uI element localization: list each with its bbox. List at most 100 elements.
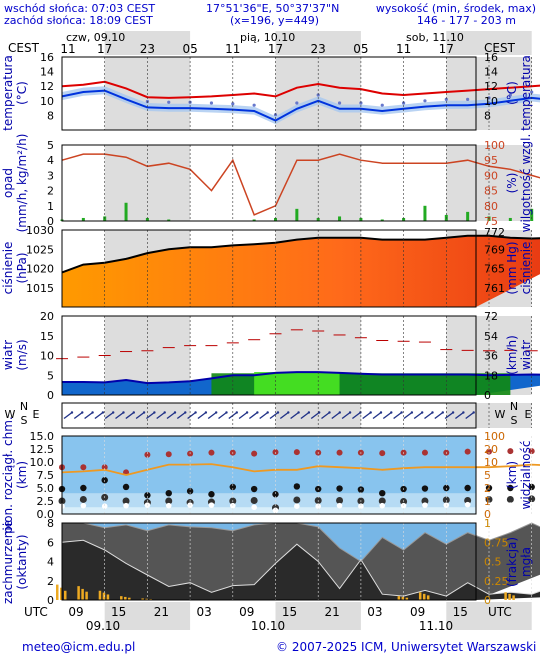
wind-arrow-head (410, 411, 414, 414)
fog-bar (102, 592, 106, 600)
fog-tick: 0 (484, 594, 491, 607)
top-hour-label: 05 (353, 42, 368, 56)
wind-arrow-head (81, 411, 84, 414)
panel-frame (61, 144, 477, 222)
wind-arrow-head (91, 411, 94, 414)
wind-direction-arrow (331, 411, 341, 420)
cloud-base-dot (442, 496, 450, 504)
top-hour-label: 05 (182, 42, 197, 56)
precip-unit-left: (mm/h, kg/m²/h) (15, 134, 29, 233)
bottom-hour-label: 21 (325, 605, 340, 619)
temperature-dot (295, 101, 299, 105)
cloud-tick: 8 (47, 517, 54, 530)
bottom-tz-right: UTC (488, 605, 512, 619)
total-cloud-line (62, 522, 540, 563)
humidity-label-right: wilgotność wzgl. (519, 134, 533, 233)
cloud-base-dot (165, 451, 172, 458)
temp-tick-left: 10 (40, 95, 54, 108)
pressure-area (62, 235, 540, 307)
pressure-label-left: ciśnienie (1, 242, 15, 295)
wind-arrow-head (390, 411, 393, 414)
precip-bar (81, 217, 85, 221)
wind-arrow-head (348, 411, 352, 414)
precip-label-left: opad (1, 168, 15, 198)
cloud-base-dot (528, 495, 536, 503)
fog-bar (85, 591, 88, 600)
wind-direction-arrow (382, 411, 392, 420)
top-hour-label: 17 (97, 42, 112, 56)
top-night-band (275, 31, 361, 55)
grid-point-text: (x=196, y=449) (230, 14, 320, 27)
top-hour-label: 23 (311, 42, 326, 56)
temp-tick-right: 14 (484, 66, 498, 79)
temperature-dot (209, 101, 214, 105)
precip-tick: 1 (47, 200, 54, 213)
cloud-base-dot (80, 502, 87, 509)
precip-tick: 2 (47, 185, 54, 198)
pressure-unit-left: (hPa) (15, 252, 29, 283)
vis-tick-right: 5 (484, 469, 491, 482)
coordinates-text: 17°51'36"E, 50°37'37"N (206, 2, 340, 15)
wind-direction-arrow (187, 411, 197, 420)
contact-email[interactable]: meteo@icm.edu.pl (22, 640, 136, 654)
vis-tick-right: 10 (484, 456, 498, 469)
cloud-label-left: zachmurzenie (1, 520, 15, 604)
precip-tick: 3 (47, 169, 54, 182)
cloud-base-dot (464, 496, 472, 504)
temperature-dot (423, 99, 427, 103)
bottom-hour-label: 03 (196, 605, 211, 619)
temp-tick-left: 8 (47, 109, 54, 122)
cloud-base-dot (272, 507, 279, 514)
pressure-unit-right: (mm Hg) (505, 241, 519, 294)
fog-bar (512, 595, 515, 600)
cloud-base-dot (378, 497, 386, 505)
temp-unit-right: (°C) (505, 81, 519, 105)
wind-arrow-head (431, 411, 434, 414)
precip-bar (338, 216, 342, 221)
wind-unit-right: (km/h) (505, 335, 519, 375)
wind-arrow-head (256, 411, 259, 414)
wind-direction-arrow (300, 411, 310, 420)
elevation-values: 146 - 177 - 203 m (416, 14, 516, 27)
vis-tick-right: 100 (484, 430, 505, 443)
wind-line (62, 371, 540, 385)
wind-direction-arrow (403, 411, 413, 420)
cloud-base-dot (229, 483, 236, 491)
cloud-base-dot (293, 483, 301, 490)
vis-tick-right: 2 (484, 482, 491, 495)
wind-arrow-head (245, 411, 249, 414)
cloud-base-dot (528, 448, 535, 455)
fog-bar (106, 594, 110, 600)
vis-unit-right: (km) (505, 461, 519, 489)
fog-bar (504, 592, 507, 600)
humidity-tick: 80 (484, 200, 498, 213)
cloud-base-dot (507, 484, 514, 492)
wind-arrow-head (328, 411, 331, 414)
wind-direction-arrow (73, 411, 83, 420)
temperature-dot (444, 97, 448, 101)
wind-direction-arrow (84, 411, 94, 420)
temp-tick-right: 12 (484, 80, 498, 93)
top-hour-label: 11 (396, 42, 411, 56)
cloud-base-dot (358, 503, 364, 510)
cloud-base-dot (336, 496, 344, 504)
fog-tick: 1 (484, 517, 491, 530)
temp-tick-left: 16 (40, 51, 54, 64)
wind-arrow-head (132, 411, 135, 414)
precip-bar (252, 219, 256, 221)
wind-direction-arrow (444, 411, 454, 420)
wind-unit-left: (m/s) (15, 339, 29, 370)
bottom-day-label: 09.10 (86, 619, 120, 633)
wind-arrow-head (112, 411, 115, 414)
temperature-dot (530, 90, 534, 94)
pressure-mmhg-tick: 772 (484, 226, 505, 239)
top-day-label: sob, 11.10 (406, 31, 464, 44)
panel-frame (61, 435, 477, 515)
precip-bar (402, 217, 406, 221)
humidity-tick: 75 (484, 215, 498, 228)
vis-tick-left: 7.5 (37, 469, 55, 482)
wind-direction-arrow (362, 411, 372, 420)
precip-tick: 4 (47, 154, 54, 167)
precip-bar (423, 205, 427, 221)
